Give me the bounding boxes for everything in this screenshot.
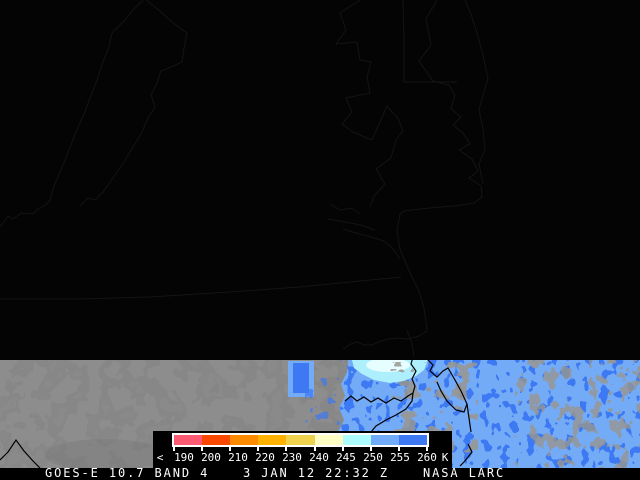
colorbar-tick: [285, 447, 288, 451]
colorbar-tick-label: 255: [390, 451, 410, 464]
faint-coastline-overlay: [0, 0, 489, 357]
colorbar-segment: [286, 435, 315, 445]
colorbar-tick: [397, 447, 400, 451]
colorbar-tick-label: 210: [228, 451, 248, 464]
timestamp-label: 3 JAN 12 22:32 Z: [243, 466, 389, 480]
colorbar-tick-label: 250: [363, 451, 383, 464]
status-bar: GOES-E 10.7 BAND 4 3 JAN 12 22:32 Z NASA…: [0, 466, 640, 480]
credit-label: NASA LARC: [423, 466, 506, 480]
colorbar-tick-label: 220: [255, 451, 275, 464]
colorbar-tick-label: 245: [336, 451, 356, 464]
satellite-id-label: GOES-E 10.7 BAND 4: [45, 466, 210, 480]
colorbar-tick-label: 240: [309, 451, 329, 464]
colorbar-tick: [257, 447, 260, 451]
colorbar-tick: [229, 447, 232, 451]
colorbar-tick-label: 230: [282, 451, 302, 464]
cloud-band: [0, 360, 640, 468]
colorbar-segment: [342, 435, 371, 445]
colorbar-segment: [398, 435, 427, 445]
colorbar-tick-label: 190: [174, 451, 194, 464]
colorbar-unit-label: K: [441, 451, 449, 464]
colorbar-segment: [258, 435, 287, 445]
colorbar-tick: [201, 447, 204, 451]
colorbar-segment: [174, 435, 203, 445]
colorbar-tick-label: 200: [201, 451, 221, 464]
colorbar-segment: [202, 435, 231, 445]
colorbar-segment: [314, 435, 343, 445]
colorbar: [172, 433, 429, 447]
colorbar-segment: [370, 435, 399, 445]
colorbar-tick: [426, 447, 428, 451]
colorbar-tick: [369, 447, 372, 451]
colorbar-tick-label: 260: [417, 451, 437, 464]
colorbar-legend: 190 200 210 220 230 240 245 250 255 260 < K: [153, 431, 452, 468]
colorbar-segment: [230, 435, 259, 445]
colorbar-less-than-label: <: [156, 451, 164, 464]
colorbar-tick: [173, 447, 175, 451]
colorbar-tick: [341, 447, 344, 451]
coastline-overlay: [0, 360, 473, 468]
dark-cloud-blob: [45, 439, 165, 468]
colorbar-tick: [313, 447, 316, 451]
gray-cloud-blob-corner: [596, 360, 640, 388]
